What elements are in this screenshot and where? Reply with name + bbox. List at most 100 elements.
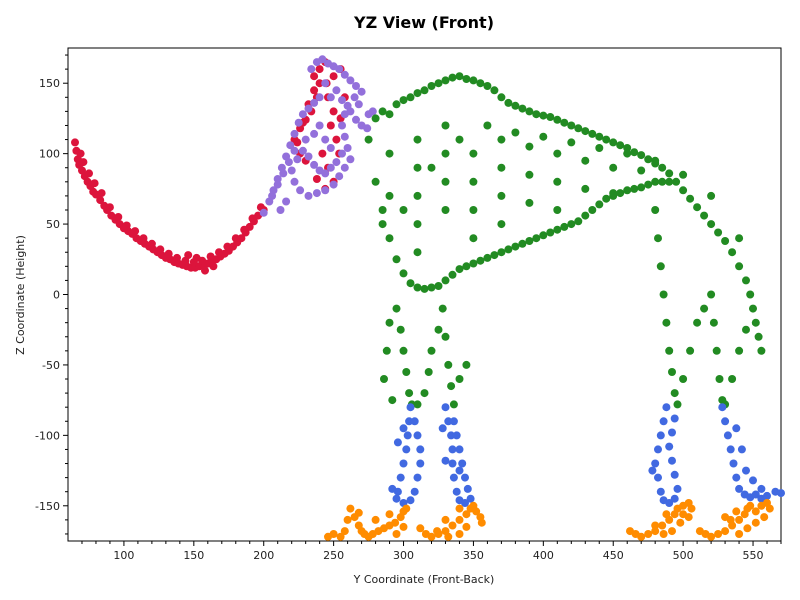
data-point-series-2 — [532, 234, 541, 243]
data-point-series-0 — [122, 221, 131, 230]
data-point-series-2 — [670, 389, 679, 398]
data-point-series-2 — [560, 118, 569, 127]
data-point-series-3 — [732, 424, 741, 433]
data-point-series-3 — [388, 484, 397, 493]
data-point-series-3 — [737, 445, 746, 454]
data-point-series-3 — [461, 473, 469, 482]
data-point-series-2 — [560, 222, 569, 231]
data-point-series-2 — [658, 177, 667, 186]
data-point-series-3 — [448, 459, 457, 468]
data-point-series-3 — [413, 473, 422, 482]
data-point-series-3 — [749, 476, 757, 485]
data-point-series-2 — [662, 318, 671, 327]
chart-title: YZ View (Front) — [353, 13, 494, 32]
data-point-series-2 — [609, 138, 618, 147]
data-point-series-2 — [686, 194, 695, 203]
data-point-series-2 — [406, 93, 415, 102]
data-point-series-3 — [670, 494, 679, 503]
data-point-series-2 — [644, 155, 653, 164]
data-point-series-2 — [630, 148, 639, 157]
data-point-series-1 — [321, 135, 330, 144]
data-point-series-1 — [282, 197, 291, 206]
data-point-series-0 — [201, 266, 209, 275]
data-point-series-2 — [700, 304, 709, 313]
data-point-series-2 — [504, 98, 513, 107]
data-point-series-3 — [763, 491, 771, 500]
data-point-series-2 — [378, 220, 387, 229]
data-point-series-2 — [402, 368, 411, 376]
data-point-series-2 — [623, 186, 632, 195]
data-point-series-3 — [444, 417, 453, 426]
data-point-series-2 — [448, 73, 457, 82]
data-point-series-2 — [595, 144, 604, 152]
x-tick-label: 550 — [743, 549, 764, 562]
data-point-series-2 — [588, 129, 597, 138]
data-point-series-2 — [715, 375, 724, 383]
data-point-series-0 — [206, 252, 215, 261]
data-point-series-3 — [670, 470, 679, 479]
data-point-series-2 — [420, 284, 429, 293]
data-point-series-1 — [296, 186, 305, 195]
data-point-series-1 — [315, 93, 324, 102]
data-point-series-2 — [672, 177, 681, 186]
data-point-series-3 — [405, 417, 414, 426]
data-point-series-1 — [357, 87, 366, 96]
data-point-series-2 — [668, 368, 676, 376]
data-point-series-3 — [777, 489, 785, 498]
data-point-series-3 — [461, 499, 469, 507]
data-point-series-2 — [742, 325, 750, 334]
data-point-series-2 — [665, 169, 674, 178]
data-point-series-2 — [392, 304, 401, 313]
data-point-series-0 — [173, 253, 181, 262]
data-point-series-2 — [644, 180, 653, 189]
data-point-series-4 — [735, 530, 744, 538]
data-point-series-2 — [469, 76, 478, 85]
data-point-series-2 — [525, 170, 534, 179]
data-point-series-2 — [654, 234, 662, 243]
data-point-series-3 — [399, 459, 408, 468]
data-point-series-2 — [546, 228, 555, 237]
data-point-series-1 — [310, 129, 319, 138]
data-point-series-3 — [441, 403, 450, 412]
data-point-series-4 — [751, 518, 760, 527]
data-point-series-1 — [326, 163, 335, 172]
data-point-series-2 — [399, 346, 408, 355]
data-point-series-2 — [497, 135, 506, 144]
data-point-series-4 — [392, 530, 401, 538]
data-point-series-2 — [567, 220, 576, 229]
y-tick-label: 150 — [39, 77, 60, 90]
data-point-series-2 — [609, 163, 618, 172]
data-point-series-4 — [751, 507, 760, 516]
data-point-series-4 — [340, 527, 349, 536]
data-point-series-2 — [462, 360, 471, 369]
data-point-series-3 — [723, 431, 732, 440]
data-point-series-1 — [307, 65, 316, 74]
data-point-series-2 — [581, 127, 590, 136]
data-point-series-1 — [301, 135, 310, 144]
data-point-series-3 — [449, 417, 458, 426]
data-point-series-3 — [452, 431, 461, 440]
x-axis-label: Y Coordinate (Front-Back) — [353, 573, 495, 586]
data-point-series-2 — [455, 375, 464, 383]
data-point-series-2 — [658, 163, 667, 172]
data-point-series-0 — [310, 86, 319, 95]
data-point-series-2 — [497, 163, 506, 172]
data-point-series-2 — [427, 163, 436, 172]
data-point-series-2 — [693, 318, 702, 327]
data-point-series-2 — [721, 237, 730, 245]
data-point-series-0 — [147, 239, 156, 248]
data-point-series-2 — [518, 239, 527, 248]
data-point-series-4 — [651, 521, 660, 530]
data-point-series-2 — [595, 200, 604, 209]
x-tick-label: 350 — [463, 549, 484, 562]
data-point-series-2 — [665, 177, 674, 186]
data-point-series-2 — [539, 231, 548, 240]
data-point-series-0 — [318, 149, 327, 158]
data-point-series-2 — [406, 279, 415, 288]
data-point-series-0 — [215, 248, 223, 257]
data-point-series-3 — [455, 445, 464, 454]
data-point-series-2 — [462, 75, 471, 83]
data-point-series-2 — [525, 198, 534, 207]
data-point-series-2 — [490, 251, 499, 260]
data-point-series-2 — [399, 96, 408, 105]
